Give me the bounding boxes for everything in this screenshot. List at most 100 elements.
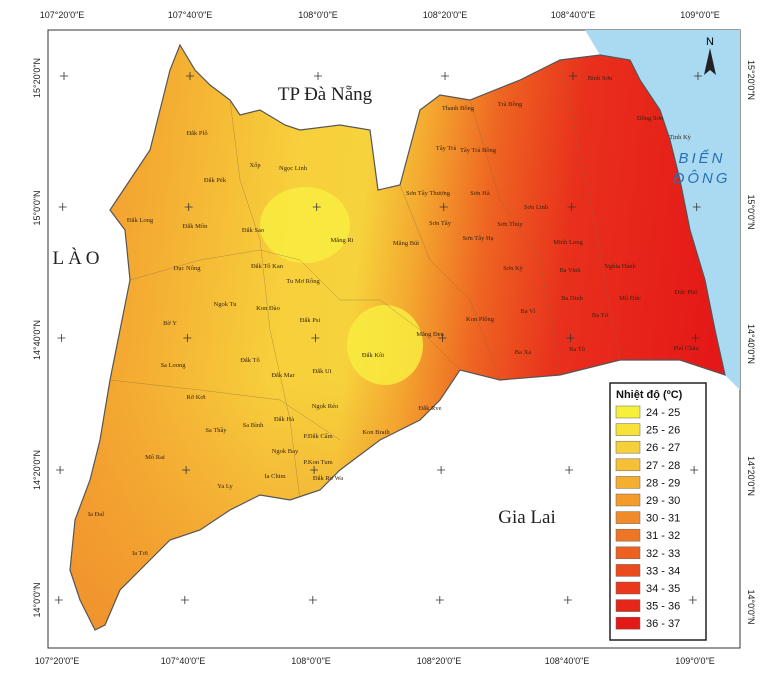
legend-label: 26 - 27 xyxy=(646,442,680,454)
legend-swatch xyxy=(615,599,641,612)
lon-label: 108°0'0"E xyxy=(298,10,338,20)
place-label: Bờ Y xyxy=(163,320,177,327)
district-lines xyxy=(109,59,621,501)
place-label: Sơn Tây Thượng xyxy=(406,190,451,197)
graticule-cross xyxy=(565,466,574,474)
lat-label: 14°0'0"N xyxy=(746,589,756,624)
place-label: Ngọc Linh xyxy=(279,165,308,172)
lon-label: 108°40'0"E xyxy=(551,10,596,20)
lat-label: 14°20'0"N xyxy=(746,456,756,496)
place-label: Sơn Tây xyxy=(429,220,452,227)
place-label: Sơn Thủy xyxy=(497,221,523,228)
place-label: Đắk Pék xyxy=(204,177,227,184)
graticule-cross xyxy=(184,203,193,211)
place-label: Dục Nông xyxy=(174,265,202,272)
place-label: Sa Thầy xyxy=(205,427,227,434)
graticule-cross xyxy=(567,203,576,211)
place-label: Măng Ri xyxy=(331,237,354,244)
lon-label: 107°20'0"E xyxy=(40,10,85,20)
lon-label: 109°0'0"E xyxy=(675,656,715,666)
legend-swatch xyxy=(615,564,641,577)
legend-label: 25 - 26 xyxy=(646,425,680,437)
place-label: Tây Trà Bồng xyxy=(460,147,497,154)
place-label: Đắk Hà xyxy=(274,416,294,423)
place-label: Ya Ly xyxy=(217,483,233,490)
lat-label: 14°0'0"N xyxy=(32,582,42,617)
sea-label: ĐÔNG xyxy=(674,170,731,187)
graticule-cross xyxy=(57,334,66,342)
place-label: Trà Bồng xyxy=(498,101,523,108)
graticule-cross xyxy=(312,203,321,211)
graticule-cross xyxy=(692,203,701,211)
legend-swatch xyxy=(615,616,641,630)
graticule-cross xyxy=(56,466,65,474)
graticule-cross xyxy=(54,596,63,604)
legend-label: 32 - 33 xyxy=(646,548,680,560)
place-label: Đắk Kôi xyxy=(362,352,384,359)
graticule-cross xyxy=(182,466,191,474)
graticule-cross xyxy=(308,596,317,604)
place-label: Đắk Plô xyxy=(186,130,207,137)
place-label: Ba Xa xyxy=(515,349,532,356)
place-label: Nghĩa Hành xyxy=(604,263,636,270)
graticule-cross xyxy=(691,334,700,342)
place-label: Ngok Bay xyxy=(272,448,299,455)
legend-swatch xyxy=(615,423,641,436)
graticule-cross xyxy=(690,466,699,474)
place-label: Ba Tơ xyxy=(592,312,609,319)
place-label: Minh Long xyxy=(553,239,583,246)
place-label: Đắk Mar xyxy=(271,372,295,379)
place-label: Sơn Hà xyxy=(470,190,490,197)
region-label: TP Đà Nẵng xyxy=(278,84,373,105)
place-label: Đông Sơn xyxy=(637,115,664,122)
sea-label: BIỂN xyxy=(678,149,725,167)
place-label: Măng Đen xyxy=(416,331,444,338)
graticule-cross xyxy=(694,72,702,80)
lat-label: 15°20'0"N xyxy=(746,60,756,100)
lon-label: 108°20'0"E xyxy=(423,10,468,20)
lon-label: 108°40'0"E xyxy=(545,656,590,666)
lat-label: 15°0'0"N xyxy=(746,194,756,229)
legend-swatch xyxy=(615,458,641,472)
graticule-cross xyxy=(435,596,444,604)
lat-label: 15°20'0"N xyxy=(32,58,42,98)
place-label: Đắk Long xyxy=(127,217,154,224)
region-label: LÀO xyxy=(52,247,103,269)
lon-label: 108°0'0"E xyxy=(291,656,331,666)
legend-swatch xyxy=(615,493,641,507)
graticule-cross xyxy=(439,203,448,211)
place-label: Ba Tô xyxy=(569,346,585,353)
place-label: Sơn Kỳ xyxy=(503,265,524,272)
place-label: P.Đắk Cấm xyxy=(303,433,332,440)
place-label: Tây Trà xyxy=(436,145,457,152)
graticule-cross xyxy=(688,596,697,604)
legend-swatch xyxy=(615,476,641,489)
graticule-cross xyxy=(563,596,572,604)
legend-swatch xyxy=(615,405,641,419)
lon-label: 109°0'0"E xyxy=(680,10,720,20)
legend-swatch xyxy=(615,440,641,454)
lon-label: 107°40'0"E xyxy=(161,656,206,666)
lon-label: 108°20'0"E xyxy=(417,656,462,666)
place-label: Kon Đào xyxy=(256,305,280,312)
graticule-cross xyxy=(60,72,68,80)
place-label: Đắk Ui xyxy=(313,368,332,375)
place-label: Ia Tơi xyxy=(132,550,148,557)
legend: Nhiệt độ (ºC) 24 - 25 25 - 26 26 - 27 27 - … xyxy=(609,382,707,641)
legend-label: 34 - 35 xyxy=(646,583,680,595)
legend-label: 36 - 37 xyxy=(646,618,680,630)
graticule-cross xyxy=(186,72,194,80)
north-arrow xyxy=(704,48,716,75)
lat-label: 14°40'0"N xyxy=(32,320,42,360)
graticule-cross xyxy=(441,72,449,80)
lat-label: 14°20'0"N xyxy=(32,450,42,490)
place-label: Ba Dinh xyxy=(561,295,584,302)
place-label: Đắk Môn xyxy=(183,223,208,230)
place-label: Đắk Tô Kan xyxy=(251,263,284,270)
graticule-cross xyxy=(314,72,322,80)
place-label: Ia Chim xyxy=(264,473,285,480)
cool-zone xyxy=(347,305,423,385)
cool-zone xyxy=(260,187,350,263)
place-label: Kon Plông xyxy=(466,316,495,323)
place-label: Ia Đal xyxy=(88,511,104,518)
